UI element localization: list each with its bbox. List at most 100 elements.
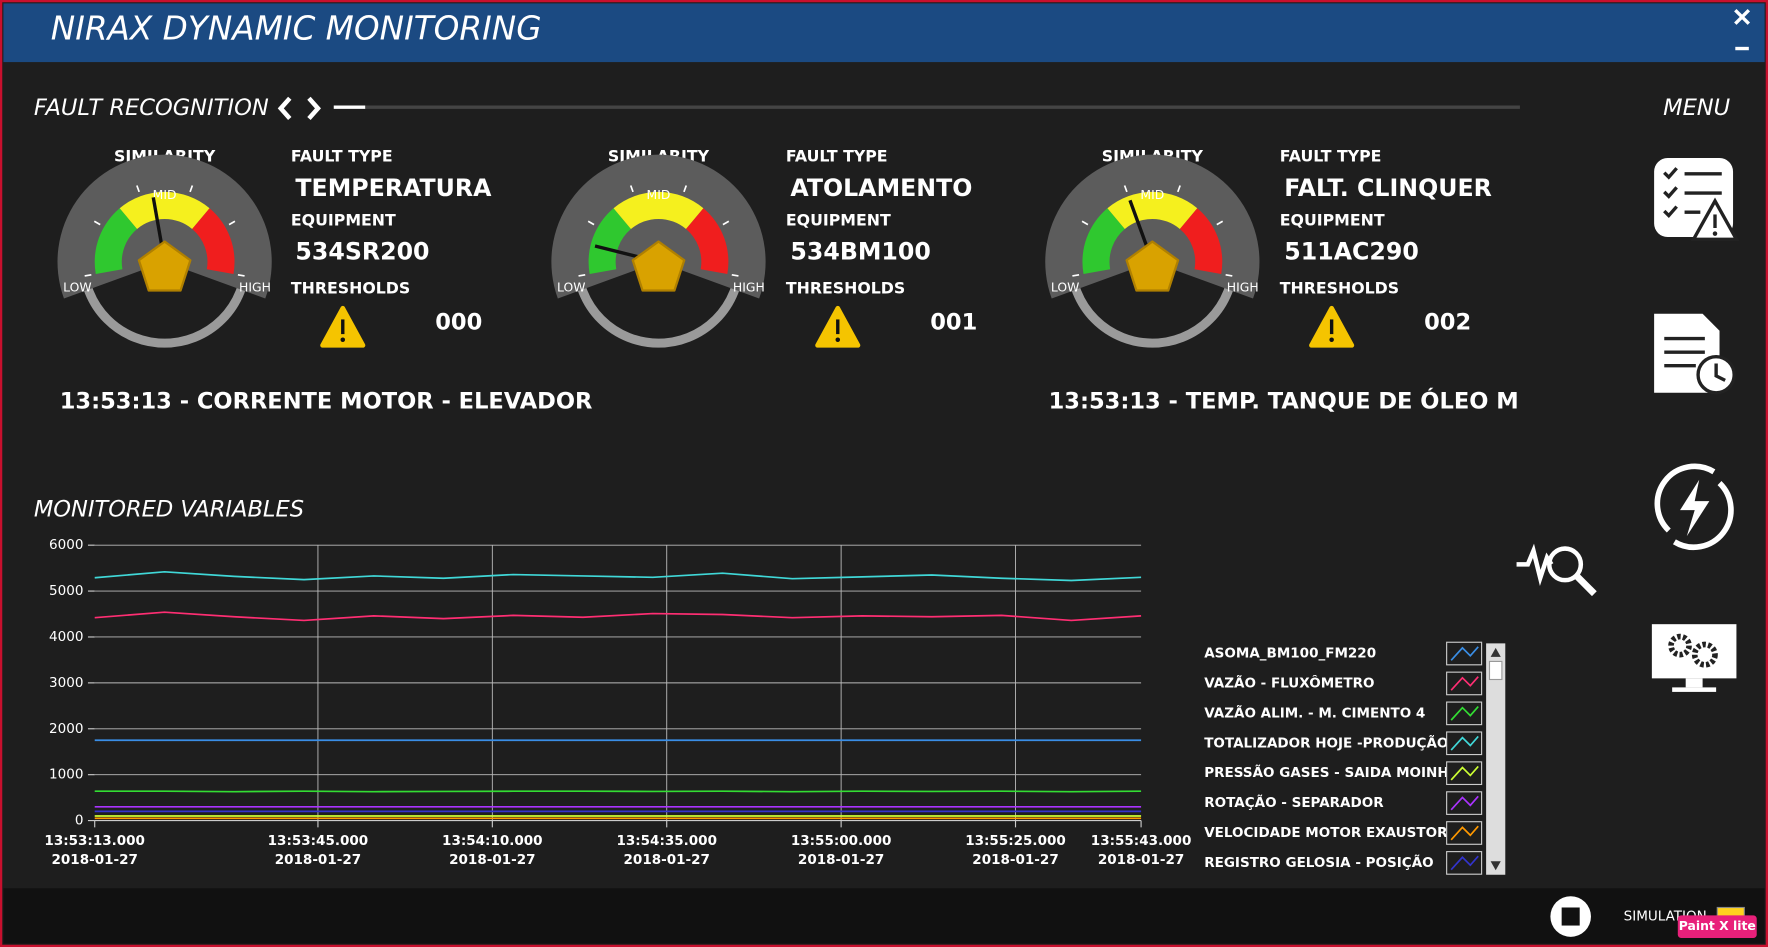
section-title: MONITORED VARIABLES bbox=[34, 497, 304, 523]
y-tick-label: 6000 bbox=[49, 537, 83, 553]
status-bar bbox=[3, 888, 1765, 944]
gauge-low bbox=[588, 208, 631, 275]
gauge-tick bbox=[136, 185, 140, 193]
legend-line bbox=[1450, 765, 1479, 781]
watermark-badge bbox=[1677, 915, 1757, 938]
x-tick-label: 13:55:00.000 bbox=[791, 833, 892, 849]
y-tick-label: 2000 bbox=[49, 721, 83, 737]
x-tick-label: 13:53:45.000 bbox=[268, 833, 369, 849]
gauge-tick bbox=[1072, 273, 1080, 277]
equipment: 534SR200 bbox=[295, 237, 429, 265]
gauge-label: LOW bbox=[63, 279, 91, 294]
legend-swatch bbox=[1446, 641, 1483, 666]
gauge-tick bbox=[1216, 220, 1224, 226]
report-icon[interactable] bbox=[1654, 313, 1736, 395]
gauge-knob bbox=[1125, 240, 1180, 292]
y-tick-label: 0 bbox=[75, 813, 84, 829]
label: FAULT TYPE bbox=[786, 146, 888, 165]
gauge-label: HIGH bbox=[1227, 279, 1259, 294]
label: EQUIPMENT bbox=[1280, 211, 1385, 230]
legend-label: VELOCIDADE MOTOR EXAUSTOR bbox=[1204, 825, 1448, 841]
label: FAULT TYPE bbox=[1280, 146, 1382, 165]
legend-line bbox=[1450, 676, 1479, 691]
analyze-icon[interactable] bbox=[1516, 543, 1597, 597]
label: THRESHOLDS bbox=[786, 278, 905, 297]
legend-label: PRESSÃO GASES - SAIDA MOINHO bbox=[1204, 764, 1460, 781]
section-title: FAULT RECOGNITION bbox=[34, 95, 269, 121]
gauge-knob bbox=[631, 240, 686, 292]
x-tick-label: 13:54:35.000 bbox=[616, 833, 717, 849]
gauge-label: LOW bbox=[1051, 279, 1079, 294]
warning-dot bbox=[1329, 337, 1334, 343]
gauge-mid bbox=[613, 191, 704, 230]
x-tick-label: 13:53:13.000 bbox=[44, 833, 145, 849]
menu-title: MENU bbox=[1663, 95, 1731, 121]
legend-swatch bbox=[1446, 671, 1483, 696]
x-tick-label: 13:55:43.000 bbox=[1091, 833, 1192, 849]
threshold-code: 001 bbox=[930, 309, 977, 335]
fault-list-icon[interactable] bbox=[1654, 158, 1740, 241]
threshold-code: 000 bbox=[435, 309, 482, 335]
series-line bbox=[94, 570, 1142, 582]
gauge-tick bbox=[93, 220, 101, 226]
legend-label: VAZÃO - FLUXÔMETRO bbox=[1204, 673, 1374, 691]
gauge-tick bbox=[228, 220, 236, 226]
y-tick-label: 3000 bbox=[49, 675, 83, 691]
gauge-tick bbox=[683, 185, 688, 193]
gauge-tick bbox=[1225, 273, 1233, 277]
gauge-label: HIGH bbox=[733, 279, 765, 294]
gauge-tick bbox=[578, 273, 586, 277]
gauge-tick bbox=[1081, 220, 1089, 226]
settings-icon[interactable] bbox=[1651, 624, 1737, 692]
fault-type: TEMPERATURA bbox=[295, 174, 492, 202]
next-arrow[interactable] bbox=[307, 96, 321, 121]
legend-line bbox=[1450, 825, 1479, 841]
legend-label: TOTALIZADOR HOJE -PRODUÇÃO bbox=[1204, 734, 1448, 751]
legend-swatch bbox=[1446, 851, 1483, 875]
legend-label: ROTAÇÃO - SEPARADOR bbox=[1204, 794, 1384, 811]
app-title: NIRAX DYNAMIC MONITORING bbox=[51, 9, 542, 47]
equipment: 534BM100 bbox=[790, 237, 930, 265]
event: 13:53:13 - TEMP. TANQUE DE ÓLEO MANCA bbox=[1049, 386, 1590, 414]
legend-line bbox=[1450, 646, 1479, 661]
gauge-low bbox=[94, 208, 138, 275]
legend-swatch bbox=[1446, 821, 1483, 845]
legend-swatch bbox=[1446, 791, 1483, 815]
gauge-tick bbox=[189, 185, 194, 193]
x-tick-label: 13:55:25.000 bbox=[965, 833, 1066, 849]
gauge-tick bbox=[629, 185, 634, 193]
gauge-tick bbox=[731, 273, 739, 277]
threshold-code: 002 bbox=[1424, 309, 1471, 335]
gauge-mid bbox=[119, 191, 210, 230]
gauge-tick bbox=[1177, 185, 1181, 193]
prev-arrow[interactable] bbox=[277, 96, 292, 121]
gauge-high bbox=[192, 208, 235, 275]
legend-line bbox=[1450, 855, 1479, 871]
close-button[interactable] bbox=[1734, 8, 1751, 25]
x-tick-date: 2018-01-27 bbox=[449, 852, 535, 868]
scroll-thumb[interactable] bbox=[1488, 660, 1503, 681]
x-tick-date: 2018-01-27 bbox=[52, 852, 138, 868]
legend-line bbox=[1450, 735, 1479, 751]
gauge-tick bbox=[1123, 185, 1128, 193]
legend-scrollbar[interactable] bbox=[1486, 643, 1506, 875]
gauge-tick bbox=[722, 220, 730, 226]
title-bar bbox=[3, 3, 1765, 63]
gauge-tick bbox=[84, 273, 92, 277]
label: THRESHOLDS bbox=[1280, 278, 1399, 297]
gauge-low bbox=[1082, 208, 1125, 275]
x-tick-date: 2018-01-27 bbox=[1098, 852, 1184, 868]
energy-icon[interactable] bbox=[1654, 463, 1734, 551]
gauge-label: MID bbox=[153, 187, 177, 202]
x-tick-date: 2018-01-27 bbox=[972, 852, 1058, 868]
legend-swatch bbox=[1446, 701, 1483, 726]
y-tick-label: 4000 bbox=[49, 629, 83, 645]
legend-swatch bbox=[1446, 761, 1483, 786]
y-tick-label: 5000 bbox=[49, 583, 83, 599]
label: EQUIPMENT bbox=[786, 211, 891, 230]
gauge-high bbox=[1179, 208, 1223, 275]
y-tick-label: 1000 bbox=[49, 767, 83, 783]
